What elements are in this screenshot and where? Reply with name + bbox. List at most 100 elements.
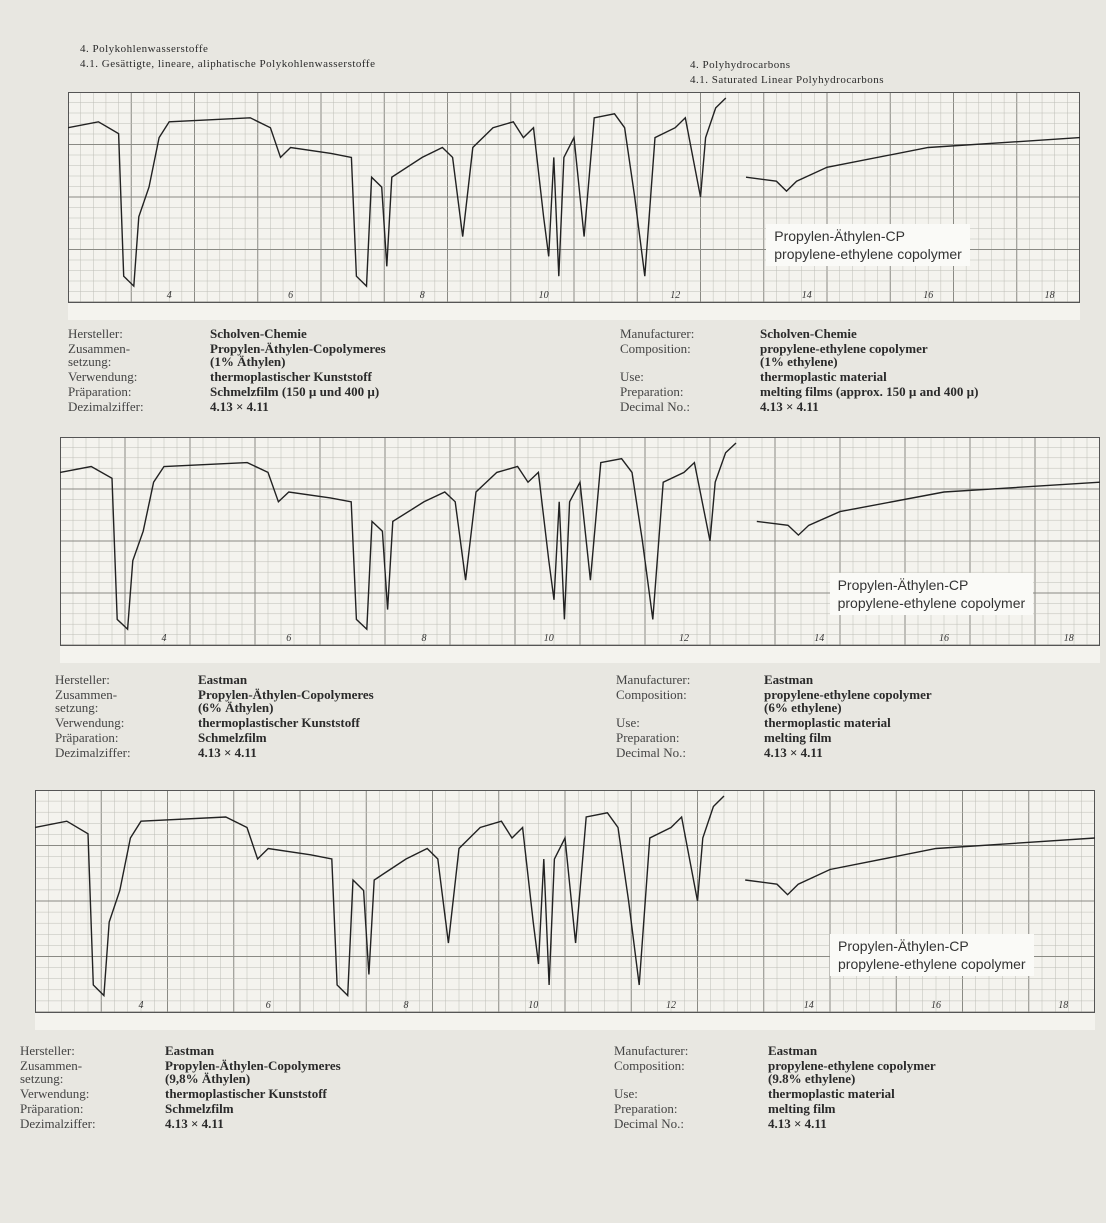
- field-value: Eastman: [198, 672, 247, 687]
- axis-label: 16: [939, 633, 949, 644]
- field-value: melting film: [768, 1101, 836, 1116]
- field-value: thermoplastischer Kunststoff: [198, 715, 360, 730]
- axis-label: 14: [814, 633, 824, 644]
- field-key: Composition:: [616, 687, 687, 702]
- field-value: (6% Äthylen): [198, 700, 273, 715]
- field-key: Use:: [620, 369, 644, 384]
- field-value: (1% Äthylen): [210, 354, 285, 369]
- field-value: melting films (approx. 150 µ and 400 µ): [760, 384, 978, 399]
- field-value: 4.13 × 4.11: [760, 399, 819, 414]
- field-value: thermoplastischer Kunststoff: [210, 369, 372, 384]
- field-key: Verwendung:: [20, 1086, 89, 1101]
- axis-label: 10: [539, 290, 549, 301]
- field-value: 4.13 × 4.11: [768, 1116, 827, 1131]
- field-key: Decimal No.:: [614, 1116, 684, 1131]
- axis-label: 12: [666, 1000, 676, 1011]
- label-line: propylene-ethylene copolymer: [774, 245, 962, 263]
- field-key: Manufacturer:: [620, 326, 694, 341]
- axis-label: 10: [544, 633, 554, 644]
- axis-label: 14: [804, 1000, 814, 1011]
- field-key: Decimal No.:: [620, 399, 690, 414]
- field-key: setzung:: [20, 1071, 63, 1086]
- field-key: Composition:: [614, 1058, 685, 1073]
- field-value: Eastman: [165, 1043, 214, 1058]
- header-right: 4.1. Saturated Linear Polyhydrocarbons: [690, 73, 884, 88]
- label-line: Propylen-Äthylen-CP: [838, 576, 1026, 594]
- field-key: setzung:: [55, 700, 98, 715]
- axis-label: 6: [286, 633, 291, 644]
- spectrum-chart: 4 6 8 10 12 14 16 18: [60, 437, 1100, 663]
- field-value: (1% ethylene): [760, 354, 838, 369]
- field-key: Verwendung:: [55, 715, 124, 730]
- header-right: 4. Polyhydrocarbons: [690, 58, 791, 73]
- field-value: Schmelzfilm (150 µ und 400 µ): [210, 384, 379, 399]
- axis-label: 4: [139, 1000, 144, 1011]
- label-line: propylene-ethylene copolymer: [838, 955, 1026, 973]
- axis-label: 18: [1064, 633, 1074, 644]
- field-value: Eastman: [764, 672, 813, 687]
- axis-label: 10: [528, 1000, 538, 1011]
- axis-label: 6: [288, 290, 293, 301]
- field-value: (9,8% Äthylen): [165, 1071, 250, 1086]
- axis-label: 12: [679, 633, 689, 644]
- field-key: Decimal No.:: [616, 745, 686, 760]
- axis-label: 14: [802, 290, 812, 301]
- field-value: Scholven-Chemie: [760, 326, 857, 341]
- field-key: Hersteller:: [20, 1043, 75, 1058]
- axis-label: 18: [1058, 1000, 1068, 1011]
- axis-label: 8: [420, 290, 425, 301]
- header-left: 4. Polykohlenwasserstoffe: [80, 42, 208, 57]
- axis-label: 8: [422, 633, 427, 644]
- header-left: 4.1. Gesättigte, lineare, aliphatische P…: [80, 57, 375, 72]
- field-key: setzung:: [68, 354, 111, 369]
- field-key: Dezimalziffer:: [55, 745, 131, 760]
- field-value: (6% ethylene): [764, 700, 842, 715]
- axis-label: 12: [670, 290, 680, 301]
- field-value: thermoplastic material: [764, 715, 891, 730]
- field-key: Verwendung:: [68, 369, 137, 384]
- axis-label: 4: [167, 290, 172, 301]
- field-key: Präparation:: [55, 730, 119, 745]
- axis-label: 6: [266, 1000, 271, 1011]
- field-value: Schmelzfilm: [198, 730, 267, 745]
- field-key: Präparation:: [20, 1101, 84, 1116]
- axis-label: 16: [931, 1000, 941, 1011]
- label-line: propylene-ethylene copolymer: [838, 594, 1026, 612]
- axis-label: 16: [923, 290, 933, 301]
- field-key: Präparation:: [68, 384, 132, 399]
- field-value: 4.13 × 4.11: [764, 745, 823, 760]
- page: {"header": { "left_lines": ["4. Polykohl…: [0, 0, 1106, 1223]
- field-value: Eastman: [768, 1043, 817, 1058]
- field-value: 4.13 × 4.11: [198, 745, 257, 760]
- axis-label: 18: [1045, 290, 1055, 301]
- field-key: Use:: [614, 1086, 638, 1101]
- field-key: Manufacturer:: [614, 1043, 688, 1058]
- field-key: Preparation:: [620, 384, 684, 399]
- field-key: Manufacturer:: [616, 672, 690, 687]
- label-line: Propylen-Äthylen-CP: [774, 227, 962, 245]
- field-value: (9.8% ethylene): [768, 1071, 855, 1086]
- field-value: Schmelzfilm: [165, 1101, 234, 1116]
- field-key: Dezimalziffer:: [68, 399, 144, 414]
- field-key: Preparation:: [614, 1101, 678, 1116]
- field-value: 4.13 × 4.11: [210, 399, 269, 414]
- spectrum-chart: 4 6 8 10 12 14 16 18: [35, 790, 1095, 1030]
- axis-label: 8: [404, 1000, 409, 1011]
- field-value: thermoplastic material: [768, 1086, 895, 1101]
- field-value: thermoplastischer Kunststoff: [165, 1086, 327, 1101]
- axis-label: 4: [162, 633, 167, 644]
- field-value: melting film: [764, 730, 832, 745]
- field-key: Dezimalziffer:: [20, 1116, 96, 1131]
- field-value: thermoplastic material: [760, 369, 887, 384]
- field-value: 4.13 × 4.11: [165, 1116, 224, 1131]
- field-value: Scholven-Chemie: [210, 326, 307, 341]
- field-key: Preparation:: [616, 730, 680, 745]
- spectrum-chart: 4 6 8 10 12 14 16 18: [68, 92, 1080, 320]
- field-key: Use:: [616, 715, 640, 730]
- field-key: Hersteller:: [55, 672, 110, 687]
- label-line: Propylen-Äthylen-CP: [838, 937, 1026, 955]
- field-key: Composition:: [620, 341, 691, 356]
